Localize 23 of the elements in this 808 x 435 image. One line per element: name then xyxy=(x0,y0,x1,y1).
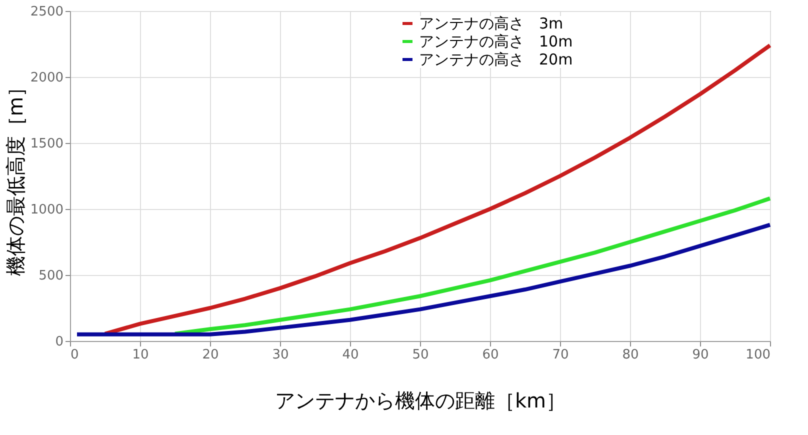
y-tick-label: 1000 xyxy=(30,202,64,218)
x-tick-label: 0 xyxy=(70,348,79,362)
legend-label: アンテナの高さ 3m xyxy=(419,14,564,32)
line-series xyxy=(75,222,772,336)
x-tick-label: 70 xyxy=(552,348,569,362)
x-tick-label: 80 xyxy=(622,348,639,362)
y-tick-label: 1500 xyxy=(30,136,64,152)
y-tick-label: 2000 xyxy=(30,70,64,86)
x-tick-label: 40 xyxy=(342,348,359,362)
legend-label: アンテナの高さ 20m xyxy=(419,50,573,68)
y-tick-label: 2500 xyxy=(30,4,64,20)
x-tick-label: 30 xyxy=(272,348,289,362)
x-tick-label: 10 xyxy=(132,348,149,362)
x-axis-title: アンテナから機体の距離［km］ xyxy=(274,388,566,412)
x-tick-label: 50 xyxy=(412,348,429,362)
y-axis-title: 機体の最低高度［m］ xyxy=(3,76,28,276)
y-tick-label: 0 xyxy=(55,334,64,350)
x-tick-label: 90 xyxy=(692,348,709,362)
legend-label: アンテナの高さ 10m xyxy=(419,32,573,50)
x-tick-label: 20 xyxy=(202,348,219,362)
y-tick-label: 500 xyxy=(38,268,64,284)
x-tick-label: 100 xyxy=(746,348,770,362)
x-tick-label: 60 xyxy=(482,348,499,362)
